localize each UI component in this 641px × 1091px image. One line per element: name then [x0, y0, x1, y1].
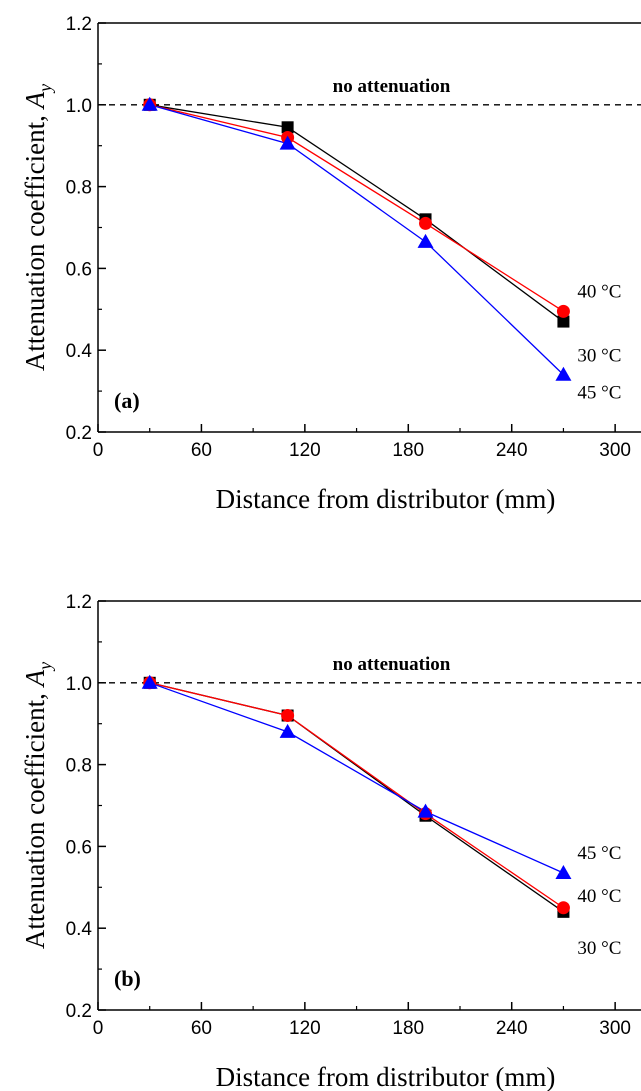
y-tick-label: 1.2 — [66, 14, 92, 35]
x-tick-label: 120 — [289, 440, 321, 461]
data-point-triangle — [141, 96, 158, 111]
data-point-triangle — [417, 233, 434, 248]
series-line-1 — [149, 104, 564, 312]
panel-label: (b) — [114, 966, 141, 991]
data-point-circle — [556, 901, 570, 915]
series-line-2 — [149, 682, 564, 874]
series-label: 45 °C — [577, 383, 621, 404]
chart-panel-b: 0 60 120 180 240 300 0.2 0.4 0.6 0.8 1.0 1.2 no atte… — [20, 592, 641, 1091]
series-label: 45 °C — [577, 843, 621, 864]
x-tick-label: 120 — [289, 1018, 321, 1039]
x-tick-label: 240 — [496, 1018, 528, 1039]
data-point-circle — [281, 709, 295, 723]
reference-line-label: no attenuation — [333, 654, 451, 675]
x-tick-label: 240 — [496, 440, 528, 461]
x-tick-label: 60 — [191, 1018, 212, 1039]
series-label: 40 °C — [577, 281, 621, 302]
y-axis-title: Attenuation coefficient, Ay — [20, 84, 55, 371]
data-point-square — [557, 315, 570, 328]
y-axis-title: Attenuation coefficient, Ay — [20, 662, 55, 949]
data-point-triangle — [555, 366, 572, 381]
x-tick-label: 0 — [93, 1018, 104, 1039]
x-tick-label: 0 — [93, 440, 104, 461]
data-point-triangle — [279, 723, 296, 738]
data-point-triangle — [279, 135, 296, 150]
x-axis-title: Distance from distributor (mm) — [216, 1062, 556, 1091]
data-point-circle — [556, 304, 570, 318]
x-axis-title: Distance from distributor (mm) — [216, 484, 556, 514]
y-tick-label: 0.4 — [66, 919, 93, 940]
series-line-1 — [149, 682, 564, 909]
series-label: 30 °C — [577, 938, 621, 959]
x-tick-label: 300 — [599, 440, 631, 461]
y-tick-label: 0.2 — [66, 423, 92, 444]
data-point-square — [281, 121, 294, 134]
data-point-triangle — [417, 803, 434, 818]
y-axis-title-sub: y — [35, 662, 55, 672]
y-tick-label: 0.2 — [66, 1001, 92, 1022]
series-label: 40 °C — [577, 886, 621, 907]
y-axis-title-var: A — [20, 669, 50, 688]
y-axis-title-text: Attenuation coefficient, — [20, 108, 50, 371]
y-tick-label: 0.6 — [66, 837, 92, 858]
series-line-2 — [149, 104, 564, 376]
y-tick-label: 0.8 — [66, 756, 92, 777]
x-tick-label: 60 — [191, 440, 212, 461]
x-tick-label: 180 — [392, 1018, 424, 1039]
y-axis-title-var: A — [20, 91, 50, 110]
reference-line-label: no attenuation — [333, 76, 451, 97]
data-point-triangle — [141, 674, 158, 689]
panel-label: (a) — [114, 388, 140, 413]
y-tick-label: 0.4 — [66, 341, 93, 362]
x-tick-label: 300 — [599, 1018, 631, 1039]
y-tick-label: 0.8 — [66, 178, 92, 199]
x-tick-label: 180 — [392, 440, 424, 461]
y-tick-label: 1.2 — [66, 592, 92, 613]
series-label: 30 °C — [577, 346, 621, 367]
chart-panel-a: 0 60 120 180 240 300 0.2 0.4 0.6 0.8 1.0 1.2 no atte… — [20, 14, 641, 514]
data-point-triangle — [555, 864, 572, 879]
y-axis-title-text: Attenuation coefficient, — [20, 686, 50, 949]
series-line-0 — [149, 104, 564, 323]
y-tick-label: 0.6 — [66, 259, 92, 280]
y-axis-title-sub: y — [35, 84, 55, 94]
y-tick-label: 1.0 — [66, 96, 92, 117]
series-line-0 — [149, 682, 564, 913]
data-point-circle — [419, 216, 433, 230]
y-tick-label: 1.0 — [66, 674, 92, 695]
